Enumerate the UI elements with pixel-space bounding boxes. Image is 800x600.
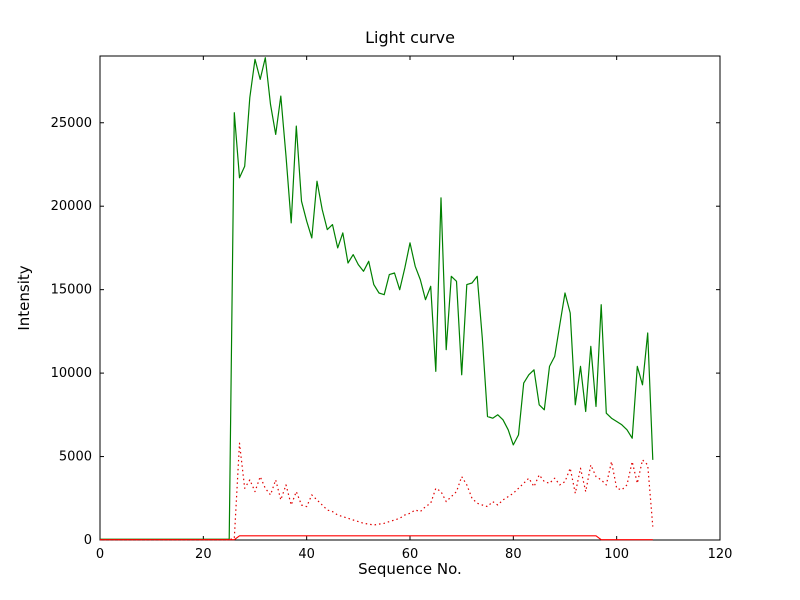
series-baseline-red-solid [100, 535, 653, 541]
x-tick-label: 120 [708, 547, 733, 562]
y-tick-label: 25000 [51, 116, 92, 131]
x-tick-label: 40 [298, 547, 315, 562]
series-background-intensity-red-dotted [100, 442, 654, 541]
series-total-intensity-green [100, 57, 654, 540]
plot-border [99, 55, 721, 541]
y-tick-label: 15000 [51, 283, 92, 298]
y-tick-label: 20000 [51, 199, 92, 214]
chart-title: Light curve [365, 28, 455, 47]
x-tick-label: 100 [604, 547, 629, 562]
x-tick-label: 0 [96, 547, 104, 562]
x-tick-label: 60 [402, 547, 419, 562]
x-axis-label: Sequence No. [358, 560, 462, 578]
y-tick-label: 5000 [59, 450, 92, 465]
y-axis-label: Intensity [15, 265, 33, 331]
x-tick-label: 20 [195, 547, 212, 562]
y-tick-label: 0 [84, 533, 92, 548]
y-tick-label: 10000 [51, 366, 92, 381]
x-tick-label: 80 [505, 547, 522, 562]
